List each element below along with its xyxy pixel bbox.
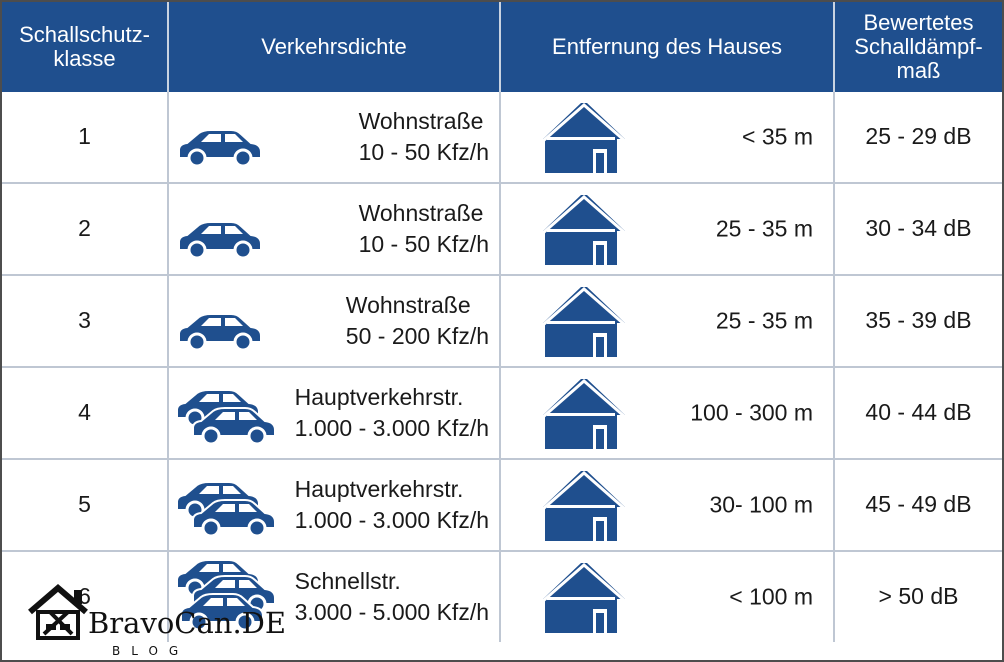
header-daempfmass: Bewertetes Schalldämpf-maß [834, 2, 1002, 92]
traffic-text: Schnellstr. 3.000 - 5.000 Kfz/h [295, 566, 489, 628]
header-entfernung: Entfernung des Hauses [500, 2, 835, 92]
daempfmass-cell: 35 - 39 dB [834, 274, 1002, 368]
street-type: Wohnstraße [358, 107, 484, 134]
distance-value: 30- 100 m [709, 491, 813, 518]
verkehrsdichte-cell: Schnellstr. 3.000 - 5.000 Kfz/h [168, 550, 501, 642]
car-icon [176, 558, 276, 632]
traffic-text: Hauptverkehrstr. 1.000 - 3.000 Kfz/h [295, 382, 489, 444]
car-icon [176, 388, 276, 446]
distance-value: 25 - 35 m [715, 307, 813, 334]
entfernung-cell: < 100 m [500, 550, 835, 642]
table-row: 1 Wohnstraße 10 - 50 Kfz/h < 35 m 25 - 29 dB [2, 92, 1002, 184]
car-icon [176, 480, 276, 538]
klasse-cell: 4 [2, 366, 169, 460]
klasse-cell: 2 [2, 182, 169, 276]
traffic-text: Wohnstraße 10 - 50 Kfz/h [359, 106, 489, 168]
header-klasse: Schallschutz-klasse [2, 2, 169, 92]
klasse-cell: 3 [2, 274, 169, 368]
table-row: 2 Wohnstraße 10 - 50 Kfz/h 25 - 35 m 30 - 34… [2, 182, 1002, 276]
house-icon [542, 194, 626, 265]
logo-brand-text: BravoCan.DE [88, 606, 287, 640]
klasse-cell: 1 [2, 92, 169, 184]
traffic-density: 10 - 50 Kfz/h [358, 138, 489, 165]
brand-logo: BravoCan.DE BLOG [28, 582, 286, 660]
distance-value: 100 - 300 m [690, 399, 813, 426]
car-icon [178, 312, 262, 352]
daempfmass-cell: 25 - 29 dB [834, 92, 1002, 184]
klasse-cell: 5 [2, 458, 169, 552]
house-logo-icon [28, 584, 88, 640]
header-verkehrsdichte: Verkehrsdichte [168, 2, 501, 92]
traffic-text: Wohnstraße 10 - 50 Kfz/h [359, 198, 489, 260]
klasse-cell: 6 [2, 550, 169, 642]
daempfmass-cell: > 50 dB [878, 583, 959, 610]
table-row: 4 Hauptverkehrstr. 1.000 - 3.000 Kfz/h 100 … [2, 366, 1002, 460]
house-icon [542, 562, 626, 633]
verkehrsdichte-cell: Hauptverkehrstr. 1.000 - 3.000 Kfz/h [168, 366, 501, 460]
traffic-density: 1.000 - 3.000 Kfz/h [294, 414, 489, 441]
car-icon [178, 220, 262, 260]
verkehrsdichte-cell: Wohnstraße 10 - 50 Kfz/h [168, 92, 501, 184]
street-type: Wohnstraße [345, 291, 471, 318]
traffic-text: Hauptverkehrstr. 1.000 - 3.000 Kfz/h [295, 474, 489, 536]
entfernung-cell: 100 - 300 m [500, 366, 835, 460]
daempfmass-cell: 45 - 49 dB [834, 458, 1002, 552]
verkehrsdichte-cell: Hauptverkehrstr. 1.000 - 3.000 Kfz/h [168, 458, 501, 552]
table-row: 5 Hauptverkehrstr. 1.000 - 3.000 Kfz/h 30- … [2, 458, 1002, 552]
traffic-density: 3.000 - 5.000 Kfz/h [294, 598, 489, 625]
entfernung-cell: 30- 100 m [500, 458, 835, 552]
house-icon [542, 286, 626, 357]
car-icon [178, 129, 262, 168]
verkehrsdichte-cell: Wohnstraße 10 - 50 Kfz/h [168, 182, 501, 276]
street-type: Schnellstr. [294, 567, 401, 594]
header-row: Schallschutz-klasse Verkehrsdichte Entfe… [2, 2, 1002, 92]
traffic-density: 10 - 50 Kfz/h [358, 230, 489, 257]
daempfmass-cell: 30 - 34 dB [834, 182, 1002, 276]
entfernung-cell: 25 - 35 m [500, 274, 835, 368]
house-icon [542, 378, 626, 449]
traffic-density: 50 - 200 Kfz/h [345, 322, 489, 349]
entfernung-cell: < 35 m [500, 92, 835, 184]
street-type: Hauptverkehrstr. [294, 475, 464, 502]
distance-value: < 35 m [742, 123, 813, 150]
house-icon [542, 470, 626, 541]
logo-sub-text: BLOG [112, 644, 190, 658]
distance-value: 25 - 35 m [715, 215, 813, 242]
daempfmass-cell: 40 - 44 dB [834, 366, 1002, 460]
table-row: 3 Wohnstraße 50 - 200 Kfz/h 25 - 35 m 35 - 3… [2, 274, 1002, 368]
entfernung-cell: 25 - 35 m [500, 182, 835, 276]
street-type: Hauptverkehrstr. [294, 383, 464, 410]
house-icon [542, 103, 626, 173]
verkehrsdichte-cell: Wohnstraße 50 - 200 Kfz/h [168, 274, 501, 368]
table-row: 6 Schnellstr. 3.000 - 5.000 Kfz/h < 100 m > … [2, 550, 1002, 642]
traffic-text: Wohnstraße 50 - 200 Kfz/h [346, 290, 489, 352]
noise-protection-table: Schallschutz-klasse Verkehrsdichte Entfe… [2, 2, 1002, 642]
distance-value: < 100 m [729, 583, 813, 610]
street-type: Wohnstraße [358, 199, 484, 226]
traffic-density: 1.000 - 3.000 Kfz/h [294, 506, 489, 533]
